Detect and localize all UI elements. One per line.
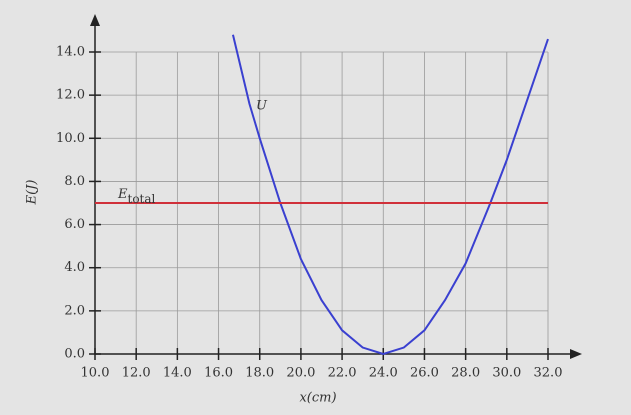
x-tick-label: 16.0 (204, 366, 233, 381)
x-tick-label: 28.0 (451, 366, 480, 381)
x-tick-label: 12.0 (122, 366, 151, 381)
x-tick-label: 18.0 (245, 366, 274, 381)
x-tick-label: 14.0 (163, 366, 192, 381)
x-tick-label: 30.0 (492, 366, 521, 381)
x-axis-label: x(cm) (299, 391, 336, 406)
x-tick-label: 32.0 (534, 366, 563, 381)
y-tick-label: 12.0 (56, 88, 85, 103)
x-tick-label: 22.0 (328, 366, 357, 381)
series-label: Etotal (117, 187, 156, 206)
y-axis-arrow (90, 14, 100, 26)
y-tick-label: 8.0 (64, 174, 85, 189)
y-tick-label: 0.0 (64, 347, 85, 362)
y-tick-label: 6.0 (64, 217, 85, 232)
y-axis-label: E(J) (25, 180, 40, 206)
y-tick-label: 4.0 (64, 260, 85, 275)
x-axis-arrow (570, 349, 582, 359)
x-tick-label: 26.0 (410, 366, 439, 381)
y-tick-label: 10.0 (56, 131, 85, 146)
series-label: U (256, 99, 268, 114)
y-tick-label: 2.0 (64, 303, 85, 318)
series-label-subscript: total (128, 192, 156, 206)
line (231, 34, 549, 356)
y-tick-label: 14.0 (56, 45, 85, 60)
series-label-main: E (117, 187, 128, 202)
x-tick-label: 20.0 (286, 366, 315, 381)
x-tick-label: 24.0 (369, 366, 398, 381)
x-tick-label: 10.0 (81, 366, 110, 381)
